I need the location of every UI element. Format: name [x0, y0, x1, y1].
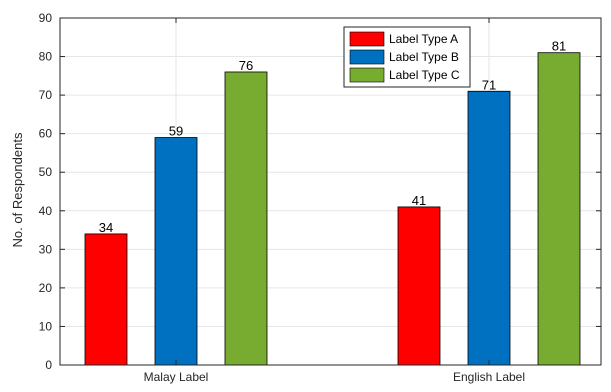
grid-layer	[60, 17, 601, 366]
legend-swatch	[349, 31, 385, 47]
bar-value-label: 34	[99, 220, 113, 235]
plot-frame	[59, 17, 602, 366]
bar	[397, 206, 441, 366]
legend-swatch	[349, 67, 385, 83]
y-tick-label: 50	[39, 165, 53, 179]
bar-value-label: 71	[482, 77, 496, 92]
bar	[467, 90, 511, 366]
y-tick-label: 10	[39, 319, 53, 333]
bar-value-label: 59	[169, 124, 183, 139]
y-tick-label: 60	[39, 127, 53, 141]
legend-swatch	[349, 49, 385, 65]
bar-value-label: 81	[552, 39, 566, 54]
y-axis-title: No. of Respondents	[10, 132, 25, 247]
bar	[154, 137, 198, 366]
legend: Label Type A Label Type B Label Type C	[343, 26, 471, 88]
y-tick-label: 30	[39, 242, 53, 256]
axes-layer	[59, 17, 602, 366]
y-tick-label: 0	[45, 358, 52, 372]
bar	[224, 71, 268, 366]
bar	[537, 52, 581, 366]
bar-value-label: 76	[239, 58, 253, 73]
y-tick-label: 90	[39, 11, 53, 25]
y-tick-label: 40	[39, 204, 53, 218]
y-tick-label: 20	[39, 281, 53, 295]
legend-label: Label Type C	[389, 68, 460, 82]
bar-value-label: 41	[412, 193, 426, 208]
labels-layer: 34 41 59 71 76 81 0 10 20 30 40 50 60 70 80 90 Malay Lab…	[39, 11, 567, 384]
legend-label: Label Type B	[389, 50, 459, 64]
legend-label: Label Type A	[389, 32, 458, 46]
x-tick-label: Malay Label	[144, 370, 209, 384]
bar	[84, 233, 128, 366]
bars-layer	[84, 52, 581, 366]
x-tick-label: English Label	[453, 370, 525, 384]
y-tick-label: 80	[39, 50, 53, 64]
y-tick-label: 70	[39, 88, 53, 102]
